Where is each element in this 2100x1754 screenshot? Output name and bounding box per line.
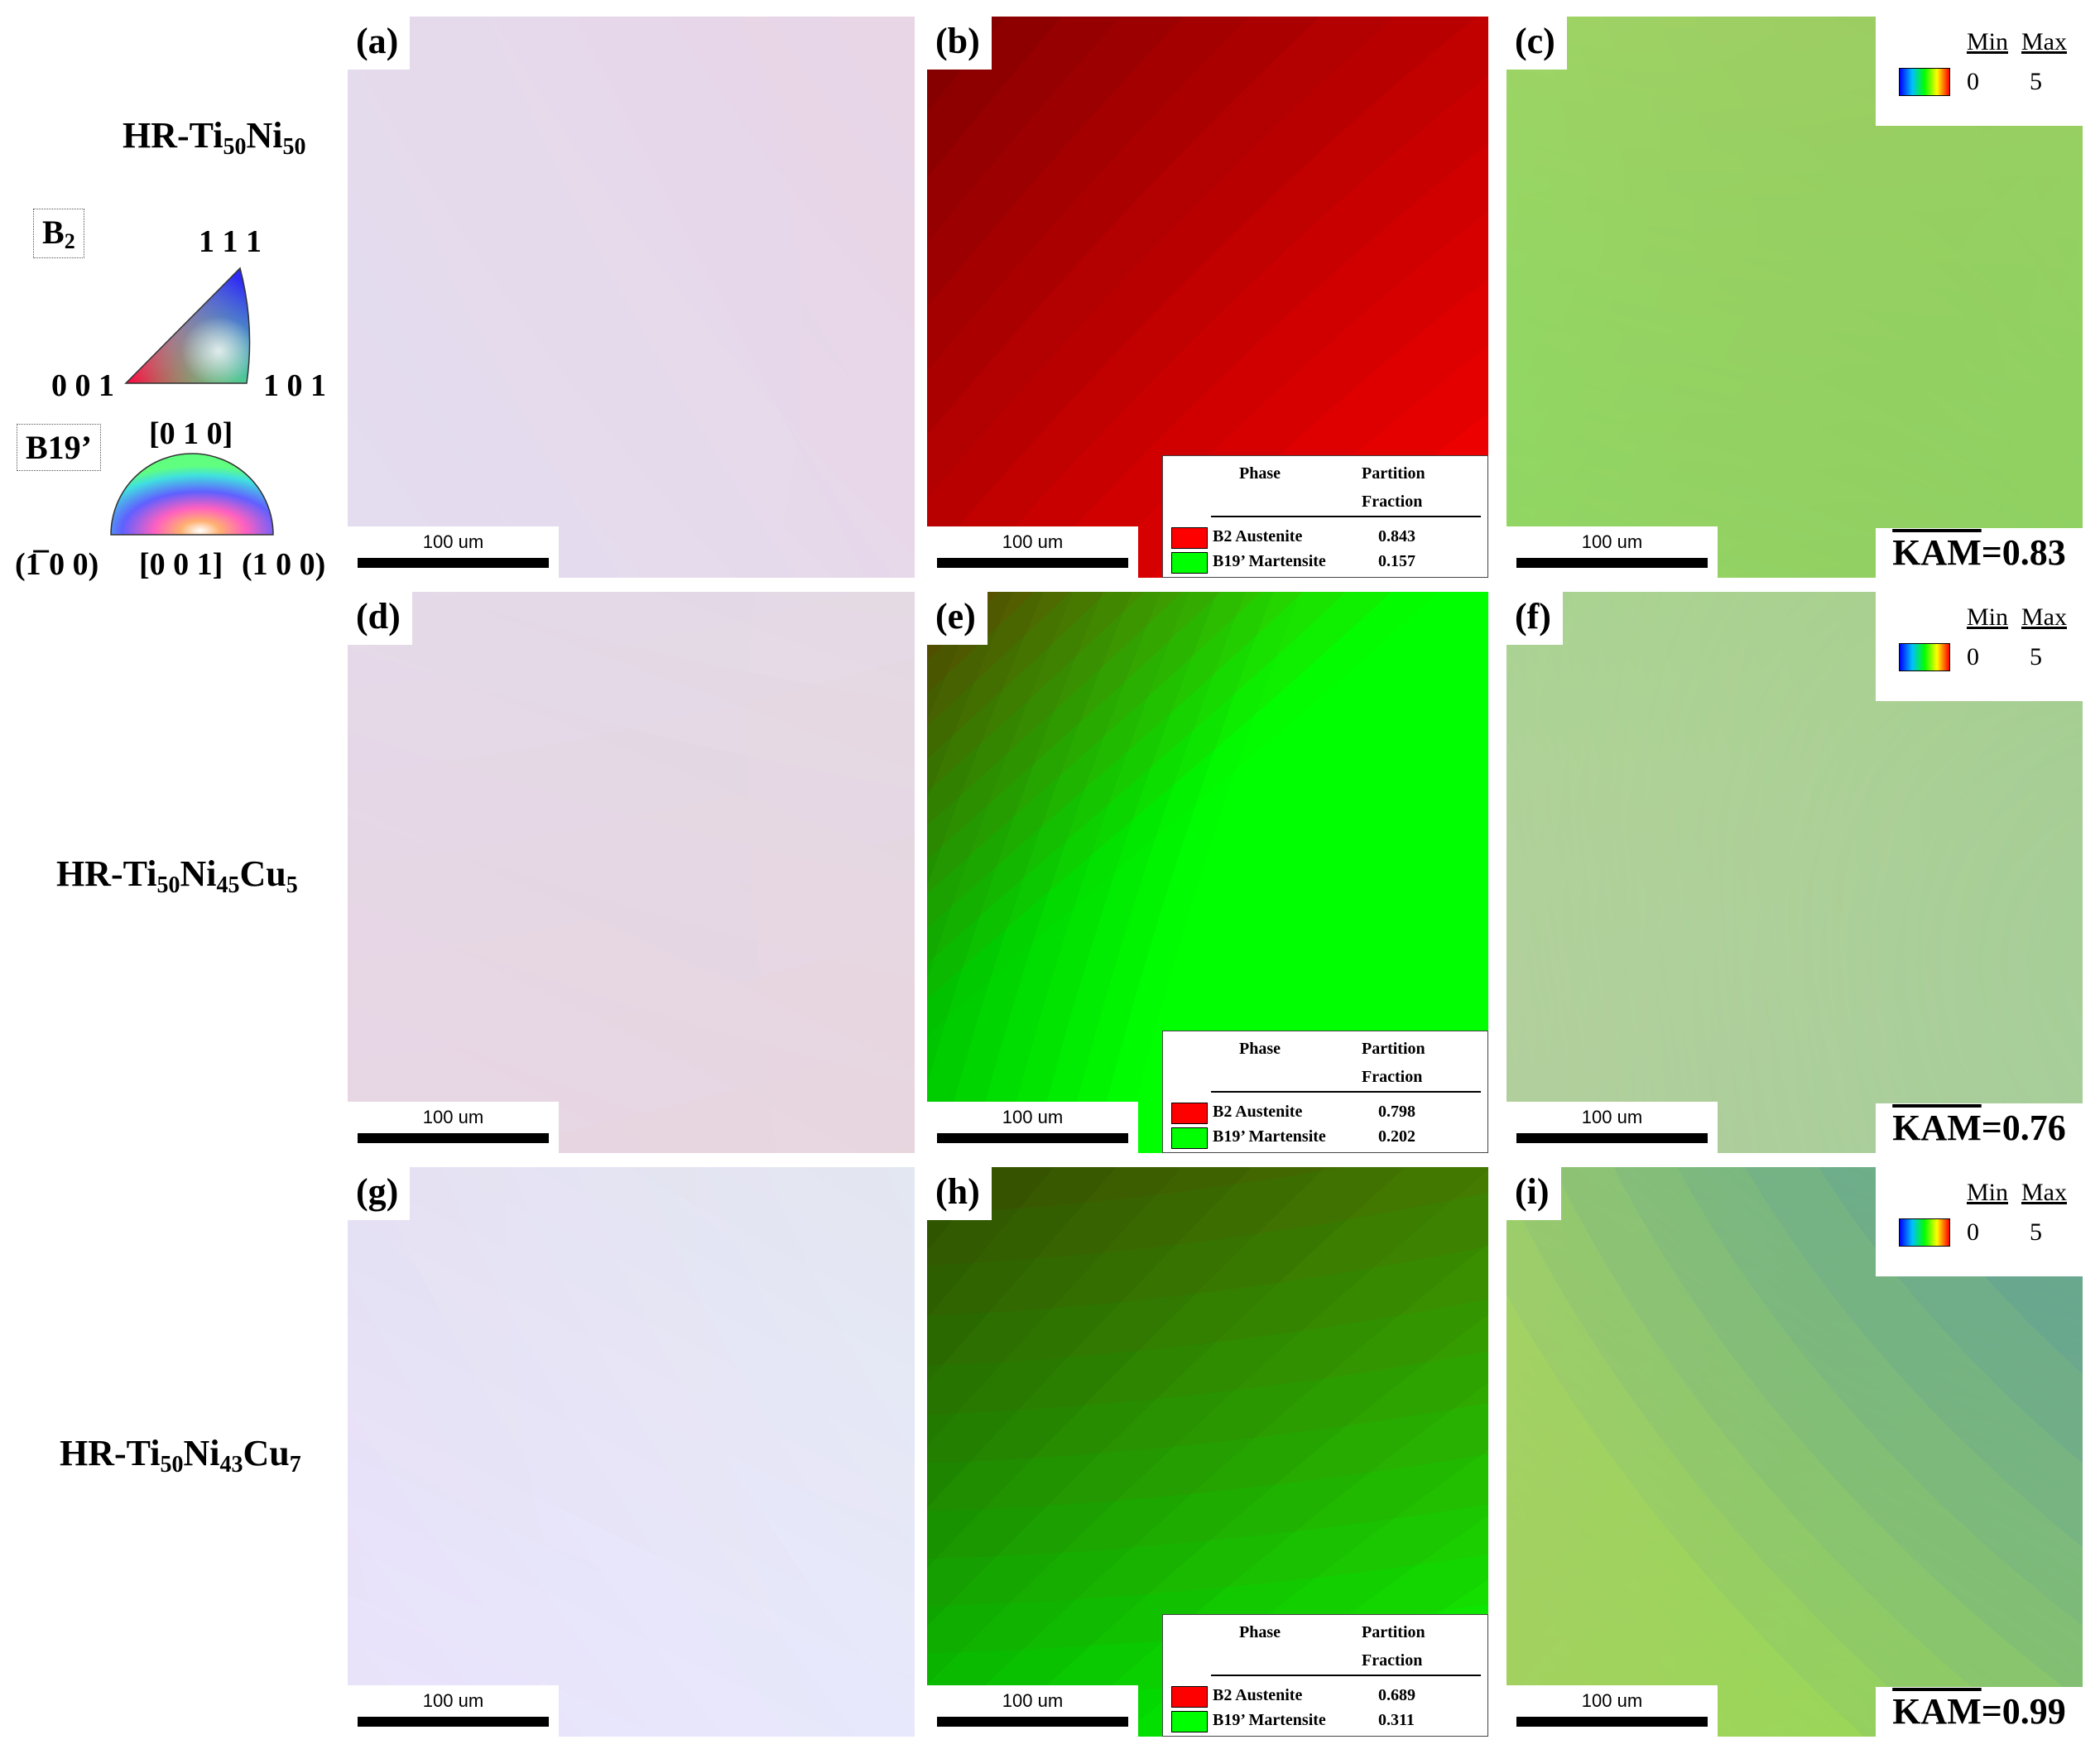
kam-gradient-f [1899,643,1950,671]
b19-010-label: [0 1 0] [149,416,233,451]
kam-colorbar-c: Min Max 0 5 [1876,17,2083,126]
b19-key-box: B19’ [17,424,101,471]
scale-bar-d: 100 um [348,1102,559,1153]
b19-001-label: [0 0 1] [139,547,223,582]
kam-colorbar-f: Min Max 0 5 [1876,592,2083,701]
phase-map-e: (e) 100 um Phase Partition Fraction B2 A… [927,592,1488,1153]
ipf-map-g-texture [348,1167,915,1737]
panel-label-i: (i) [1507,1167,1561,1220]
b2-key-box: B2 [33,209,84,258]
scale-bar-b: 100 um [927,526,1138,578]
panel-label-d: (d) [348,592,412,645]
ipf-map-a-texture [348,17,915,578]
scale-bar-a: 100 um [348,526,559,578]
panel-label-b: (b) [927,17,992,70]
scale-bar-h: 100 um [927,1685,1138,1737]
kam-average-i: KAM=0.99 [1876,1687,2083,1737]
scale-bar-g: 100 um [348,1685,559,1737]
kam-gradient-c [1899,68,1950,96]
b19-100-label: (1 0 0) [242,547,326,582]
b2-ipf-triangle [124,267,251,384]
phase-map-h: (h) 100 um Phase Partition Fraction B2 A… [927,1167,1488,1737]
kam-map-c: (c) 100 um Min Max 0 5 KAM=0.83 [1507,17,2083,578]
panel-label-g: (g) [348,1167,411,1220]
phase-legend-e: Phase Partition Fraction B2 Austenite 0.… [1162,1031,1488,1153]
scale-bar-e: 100 um [927,1102,1138,1153]
b2-001-label: 0 0 1 [51,368,114,403]
kam-map-i: (i) 100 um Min Max 0 5 KAM=0.99 [1507,1167,2083,1737]
panel-label-a: (a) [348,17,411,70]
b19-m100-label: (1̅ 0 0) [15,547,99,582]
ipf-map-d: (d) 100 um [348,592,915,1153]
b2-111-label: 1 1 1 [199,224,262,259]
panel-label-e: (e) [927,592,988,645]
scale-bar-f: 100 um [1507,1102,1718,1153]
kam-colorbar-i: Min Max 0 5 [1876,1167,2083,1276]
panel-label-h: (h) [927,1167,992,1220]
phase-map-b-texture [927,17,1488,578]
kam-average-f: KAM=0.76 [1876,1103,2083,1153]
sample-label-2: HR-Ti50Ni45Cu5 [56,853,298,898]
sample-label-1: HR-Ti50Ni50 [123,115,306,160]
kam-map-f: (f) 100 um Min Max 0 5 KAM=0.76 [1507,592,2083,1153]
kam-average-c: KAM=0.83 [1876,528,2083,578]
ipf-map-g: (g) 100 um [348,1167,915,1737]
scale-bar-c: 100 um [1507,526,1718,578]
scale-bar-i: 100 um [1507,1685,1718,1737]
ipf-map-d-texture [348,592,915,1153]
panel-label-c: (c) [1507,17,1567,70]
phase-legend-b: Phase Partition Fraction B2 Austenite 0.… [1162,455,1488,578]
ipf-map-a: (a) 100 um [348,17,915,578]
kam-gradient-i [1899,1218,1950,1247]
sample-label-3: HR-Ti50Ni43Cu7 [60,1433,301,1478]
b19-ipf-semicircle [110,453,274,536]
b2-101-label: 1 0 1 [263,368,326,403]
panel-label-f: (f) [1507,592,1563,645]
phase-map-b: (b) 100 um Phase Partition Fraction B2 A… [927,17,1488,578]
phase-legend-h: Phase Partition Fraction B2 Austenite 0.… [1162,1614,1488,1737]
